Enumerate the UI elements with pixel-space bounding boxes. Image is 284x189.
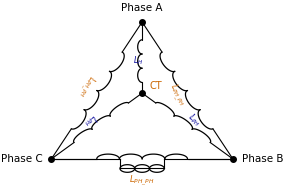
Text: $L_{PH\_PH}$: $L_{PH\_PH}$ xyxy=(130,174,155,188)
Text: Phase A: Phase A xyxy=(121,2,163,12)
Text: $L_{PH\_PH}$: $L_{PH\_PH}$ xyxy=(165,81,189,108)
Text: $L_H$: $L_H$ xyxy=(133,55,143,67)
Text: Phase C: Phase C xyxy=(1,154,43,164)
Text: $L_{PH}$: $L_{PH}$ xyxy=(185,111,203,129)
Text: $L_{PH\_PH}$: $L_{PH\_PH}$ xyxy=(74,72,98,100)
Text: $L_{PH}$: $L_{PH}$ xyxy=(81,111,99,129)
Text: CT: CT xyxy=(150,81,162,91)
Text: Phase B: Phase B xyxy=(242,154,283,164)
